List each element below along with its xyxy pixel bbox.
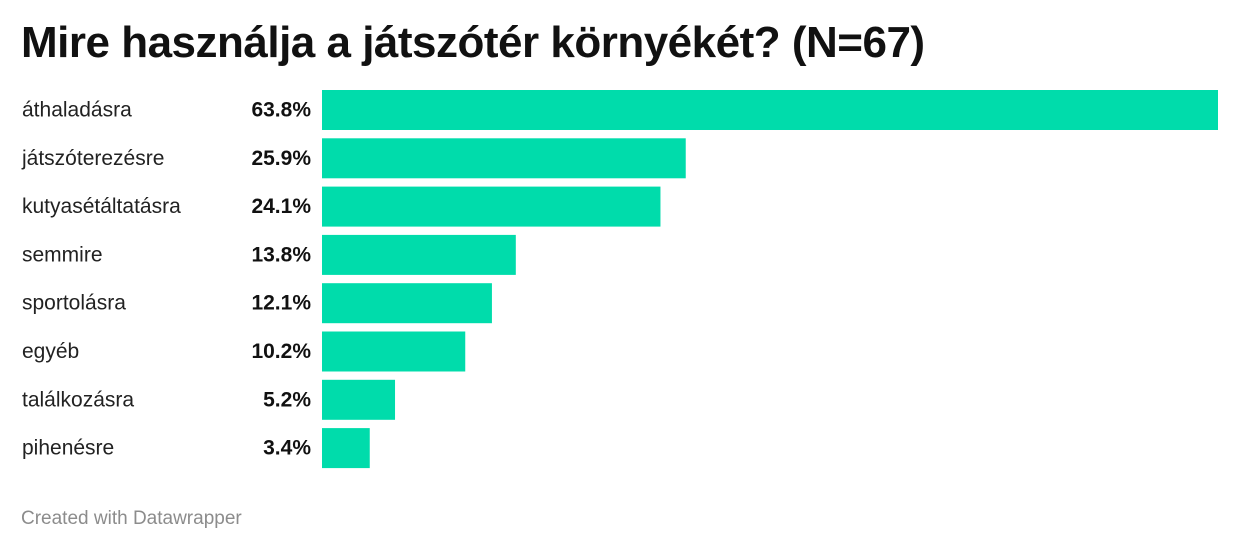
- value-label: 12.1%: [251, 292, 311, 315]
- category-label: sportolásra: [22, 292, 126, 315]
- value-label: 10.2%: [251, 340, 311, 363]
- category-label: semmire: [22, 243, 103, 266]
- value-label: 24.1%: [251, 195, 311, 218]
- category-label: találkozásra: [22, 388, 134, 411]
- bar: [322, 428, 370, 469]
- bar: [322, 331, 466, 372]
- bar: [322, 138, 686, 179]
- category-label: játszóterezésre: [21, 147, 164, 170]
- value-label: 13.8%: [251, 243, 311, 266]
- bar: [322, 379, 396, 420]
- credit-footer: Created with Datawrapper: [21, 508, 242, 529]
- bar: [322, 186, 661, 227]
- value-label: 5.2%: [263, 388, 311, 411]
- chart-title: Mire használja a játszótér környékét? (N…: [21, 18, 925, 67]
- category-label: pihenésre: [22, 437, 114, 460]
- bar: [322, 90, 1218, 130]
- category-label: áthaladásra: [22, 99, 132, 122]
- bar: [322, 234, 516, 275]
- category-label: egyéb: [22, 340, 79, 363]
- bar: [322, 283, 492, 324]
- value-label: 3.4%: [263, 437, 311, 460]
- category-label: kutyasétáltatásra: [22, 195, 181, 218]
- value-label: 25.9%: [251, 147, 311, 170]
- value-label: 63.8%: [251, 99, 311, 122]
